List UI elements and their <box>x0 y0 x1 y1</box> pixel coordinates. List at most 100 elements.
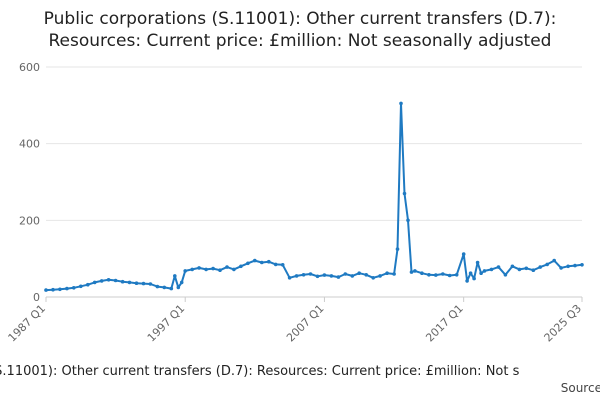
data-point <box>308 272 313 276</box>
data-point <box>479 271 483 276</box>
data-point <box>232 267 236 272</box>
data-point <box>434 273 438 277</box>
chart-title-line-1: Public corporations (S.11001): Other cur… <box>43 9 557 29</box>
data-point <box>489 267 494 272</box>
data-point <box>496 265 501 269</box>
data-point <box>246 261 250 266</box>
data-point <box>566 264 570 269</box>
data-point <box>343 272 348 276</box>
data-point <box>385 271 389 276</box>
data-point <box>58 287 62 292</box>
data-point <box>155 284 160 289</box>
data-point <box>573 263 577 268</box>
data-point <box>322 273 327 277</box>
data-point <box>106 278 111 282</box>
y-tick-label: 400 <box>19 138 40 151</box>
data-point <box>92 280 97 285</box>
data-point <box>301 273 306 277</box>
data-point <box>552 258 556 263</box>
data-point <box>169 286 174 291</box>
data-point <box>273 262 278 267</box>
data-point <box>538 265 542 269</box>
data-point <box>427 273 431 277</box>
data-point <box>190 267 194 272</box>
data-point <box>524 266 529 271</box>
data-point <box>162 285 167 290</box>
data-point <box>447 273 452 278</box>
data-point <box>183 269 187 273</box>
legend: ons (S.11001): Other current transfers (… <box>0 364 600 382</box>
data-point <box>218 268 222 273</box>
chart-title-line-2: Resources: Current price: £million: Not … <box>48 31 552 51</box>
data-point <box>44 288 48 292</box>
data-point <box>204 267 208 272</box>
series-line <box>45 102 583 292</box>
data-point <box>225 265 229 269</box>
chart-title: Public corporations (S.11001): Other cur… <box>0 8 600 52</box>
data-point <box>531 268 536 273</box>
data-point <box>336 275 341 279</box>
data-point <box>472 276 476 281</box>
x-tick-label: 2007 Q1 <box>284 302 327 345</box>
data-point <box>461 252 466 256</box>
data-point <box>559 266 563 270</box>
data-point <box>134 281 139 286</box>
data-point <box>197 266 201 270</box>
data-point <box>127 280 132 285</box>
data-point <box>409 270 414 274</box>
data-point <box>395 247 400 251</box>
data-point <box>371 276 376 280</box>
y-tick-label: 0 <box>33 291 40 304</box>
data-point <box>141 281 146 286</box>
data-point <box>65 286 69 291</box>
data-point <box>173 274 177 278</box>
data-point <box>179 280 184 285</box>
data-point <box>357 271 362 276</box>
data-point <box>517 267 522 272</box>
data-point <box>465 279 469 283</box>
data-point <box>420 271 424 276</box>
data-point <box>315 274 320 279</box>
y-tick-label: 200 <box>19 214 40 227</box>
data-point <box>287 276 292 280</box>
data-point <box>239 264 243 269</box>
x-tick-label: 1997 Q1 <box>145 302 188 345</box>
data-point <box>253 258 257 263</box>
data-point <box>378 274 382 278</box>
data-point <box>503 273 508 277</box>
data-point <box>441 272 445 276</box>
data-point <box>475 260 480 265</box>
data-point <box>468 271 473 276</box>
data-point <box>51 287 55 292</box>
data-point <box>120 279 125 284</box>
data-point <box>211 266 215 271</box>
data-point <box>148 282 153 286</box>
data-point <box>72 286 76 290</box>
data-point <box>350 274 355 278</box>
data-point <box>454 273 459 277</box>
y-tick-label: 600 <box>19 61 40 74</box>
data-point <box>580 263 584 267</box>
data-point <box>392 272 396 276</box>
data-point <box>545 262 549 267</box>
x-tick-label: 2017 Q1 <box>423 302 466 345</box>
data-point <box>482 269 487 273</box>
data-point <box>294 274 299 278</box>
data-point <box>399 101 403 106</box>
x-tick-label: 1987 Q1 <box>6 302 49 345</box>
data-point <box>413 269 417 273</box>
data-point <box>329 274 334 278</box>
legend-label: ons (S.11001): Other current transfers (… <box>0 364 520 379</box>
data-point <box>402 191 407 196</box>
x-tick-label: 2025 Q3 <box>542 302 585 345</box>
data-point <box>79 284 83 289</box>
data-point <box>267 259 271 264</box>
data-point <box>176 285 181 290</box>
data-point <box>99 279 104 283</box>
data-point <box>260 260 264 265</box>
data-point <box>113 278 118 283</box>
data-point <box>86 282 90 287</box>
source-label: Source: <box>560 381 600 395</box>
data-point <box>364 273 369 277</box>
